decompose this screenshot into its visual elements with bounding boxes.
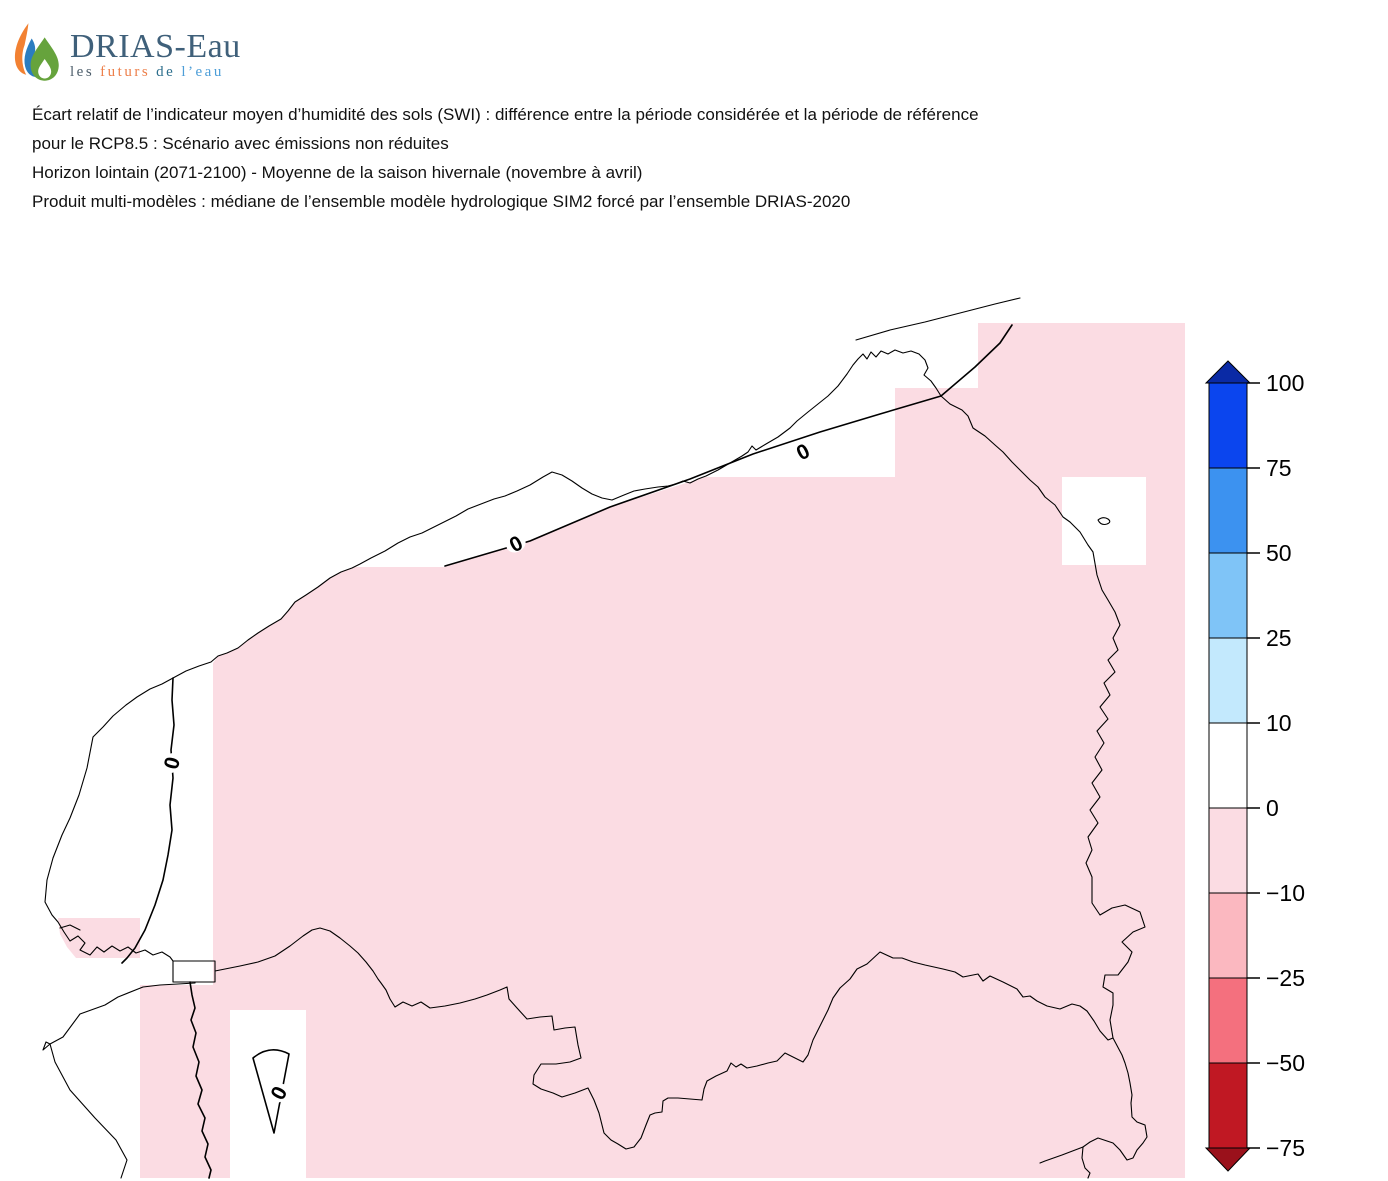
contour-layer <box>121 324 1013 1179</box>
logo-subtitle-word: l’eau <box>181 64 224 80</box>
title-line-2: pour le RCP8.5 : Scénario avec émissions… <box>32 134 449 153</box>
logo-subtitle: les futurs de l’eau <box>70 64 241 81</box>
logo-subtitle-word: futurs <box>100 64 151 80</box>
zero-contour-estuary <box>189 981 212 1179</box>
zero-contour-northeast <box>444 324 1013 567</box>
white-cell-layer <box>230 477 1146 1178</box>
colorbar-arrow-up-icon <box>1204 360 1252 384</box>
title-line-3: Horizon lointain (2071-2100) - Moyenne d… <box>32 163 643 182</box>
colorbar-tick-label: 25 <box>1266 625 1292 651</box>
somme-coastline <box>855 297 1021 341</box>
map-title-block: Écart relatif de l’indicateur moyen d’hu… <box>32 100 979 216</box>
colorbar-segment <box>1208 382 1248 469</box>
colorbar-tick-label: 75 <box>1266 455 1292 481</box>
seine-river-and-south-boundary <box>214 927 1114 1150</box>
colorbar-segment <box>1208 807 1248 894</box>
colorbar-tick-label: 100 <box>1266 370 1304 396</box>
land-le-havre-block <box>58 918 140 958</box>
land-fill-layer <box>58 323 1185 1178</box>
coastline-and-east-boundary <box>46 349 1148 1179</box>
colorbar-segment <box>1208 1062 1248 1149</box>
contour-label: 0 <box>793 440 814 466</box>
zero-contour-wedge <box>252 1049 290 1134</box>
colorbar-tick-label: −50 <box>1266 1050 1305 1076</box>
drias-eau-logo-icon <box>14 23 59 81</box>
svg-text:0: 0 <box>160 755 185 772</box>
logo: DRIAS-Eau les futurs de l’eau <box>10 12 241 92</box>
contour-label-layer: 0 0 0 0 <box>160 440 814 1104</box>
zero-contour-west <box>121 677 175 964</box>
logo-subtitle-word: de <box>156 64 176 80</box>
contour-label: 0 <box>160 753 185 773</box>
contour-label: 0 <box>267 1083 293 1104</box>
title-line-4: Produit multi-modèles : médiane de l’ens… <box>32 192 851 211</box>
le-havre-harbour-coastline <box>44 879 174 962</box>
colorbar-tick-label: 50 <box>1266 540 1292 566</box>
colorbar-tick-label: −10 <box>1266 880 1305 906</box>
white-cell-south <box>230 1010 306 1178</box>
colorbar-arrow-down-icon <box>1204 1147 1252 1172</box>
south-boundary-spur <box>1039 1146 1084 1164</box>
colorbar-segment <box>1208 722 1248 809</box>
boundary-layer <box>42 297 1148 1179</box>
colorbar-tick-label: 10 <box>1266 710 1292 736</box>
logo-subtitle-word: les <box>70 64 95 80</box>
colorbar-tick-label: 0 <box>1266 795 1279 821</box>
white-cell-east <box>1062 477 1146 565</box>
islet-mark <box>1097 517 1111 526</box>
colorbar-segment <box>1208 892 1248 979</box>
estuary-south-coastline <box>42 960 216 1179</box>
colorbar-tick-label: −75 <box>1266 1135 1305 1161</box>
title-line-1: Écart relatif de l’indicateur moyen d’hu… <box>32 105 979 124</box>
contour-label: 0 <box>506 532 527 558</box>
colorbar-segment <box>1208 467 1248 554</box>
logo-title: DRIAS-Eau <box>70 28 241 65</box>
colorbar-segment <box>1208 552 1248 639</box>
colorbar-tick-label: −25 <box>1266 965 1305 991</box>
harbour-inner-line <box>59 924 81 931</box>
colorbar-segment <box>1208 637 1248 724</box>
colorbar-segment <box>1208 977 1248 1064</box>
